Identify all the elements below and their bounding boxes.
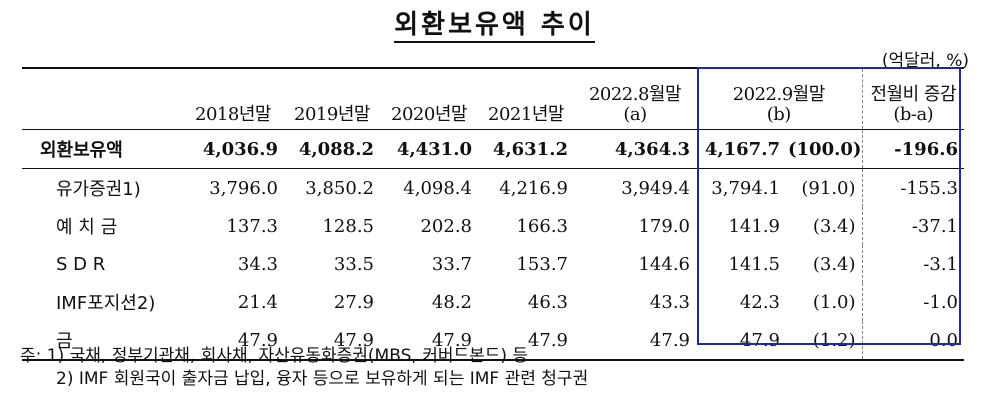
table-cell: -3.1 [861,245,965,283]
table-cell: 3,796.0 [209,177,278,199]
row-label: 외환보유액 [22,129,182,169]
table-cell: 141.9 [728,215,780,237]
table-cell: 202.8 [420,215,472,237]
table-cell: 0.0 [861,321,965,361]
table-cell: 4,364.3 [574,129,696,169]
table-cell: 137.3 [226,215,278,237]
table-cell: 179.0 [638,215,690,237]
table-cell: 128.5 [322,215,374,237]
table-row: 예 치 금 137.3 128.5 202.8 166.3 179.0 141.9 (3.4)… [22,207,965,245]
table-cell: (3.4) [812,253,856,275]
table-cell: 47.9 [182,321,284,361]
table-cell: 4,631.2 [478,129,574,169]
row-label: 금 [22,321,182,361]
row-label: 예 치 금 [56,217,118,238]
table-row: 외환보유액 4,036.9 4,088.2 4,431.0 4,631.2 4,364.3… [22,129,965,169]
header-corner [22,68,182,130]
table-cell: 141.5 [728,253,780,275]
table-cell: 4,036.9 [182,129,284,169]
table-row: IMF포지션2) 21.4 27.9 48.2 46.3 43.3 42.3 (1.0) -1.… [22,283,965,321]
table-cell: 47.9 [574,321,696,361]
table-cell: 27.9 [333,291,374,313]
table-row: 유가증권1) 3,796.0 3,850.2 4,098.4 4,216.9 3,949.… [22,168,965,207]
title-text: 외환보유액 추이 [394,10,595,43]
column-header: 2020년말 [391,104,467,125]
table-cell: 33.7 [431,253,472,275]
column-header: 2022.9월말 (b) [732,84,826,125]
table-cell: -196.6 [861,129,965,169]
table-cell: 3,850.2 [305,177,374,199]
table-cell: (1.2) [782,321,863,361]
table-cell: 47.9 [284,321,380,361]
column-header: 2018년말 [195,104,271,125]
table-cell: 48.2 [431,291,472,313]
table-header: 2018년말 2019년말 2020년말 2021년말 2022.8월말 (a) 2022.… [22,68,965,130]
table-cell: (1.0) [812,291,856,313]
document-title: 외환보유액 추이 [0,4,989,43]
table-cell: 153.7 [516,253,568,275]
table-cell: 42.3 [739,291,780,313]
table-cell: 47.9 [478,321,574,361]
row-label: S D R [56,253,106,275]
column-header: 2022.8월말 (a) [588,84,682,125]
table-cell: (100.0) [782,129,863,169]
table-cell: 43.3 [649,291,690,313]
unit-label: (억달러, %) [881,51,969,71]
footnote-1: 주: 1) 국채, 정부기관채, 회사채, 자산유동화증권(MBS, 커버드본드… [20,346,529,366]
table-body: 외환보유액 4,036.9 4,088.2 4,431.0 4,631.2 4,364.3… [22,129,965,361]
table-cell: 3,949.4 [621,177,690,199]
footnote-2: 2) IMF 회원국이 출자금 납입, 융자 등으로 보유하게 되는 IMF 관… [56,369,589,389]
table-cell: 4,431.0 [380,129,478,169]
table-cell: 4,088.2 [284,129,380,169]
table-row: 금 47.9 47.9 47.9 47.9 47.9 47.9 (1.2) 0.0 [22,321,965,361]
column-header: 전월비 증감 (b-a) [861,68,965,130]
column-header: 2021년말 [488,104,564,125]
footnotes: 주: 1) 국채, 정부기관채, 회사채, 자산유동화증권(MBS, 커버드본드… [20,345,588,391]
table-cell: 4,167.7 [696,129,782,169]
table-cell: 4,216.9 [499,177,568,199]
row-label: IMF포지션2) [56,293,156,314]
table-cell: 4,098.4 [403,177,472,199]
reserves-table: 2018년말 2019년말 2020년말 2021년말 2022.8월말 (a) 2022.… [22,67,965,361]
row-label: 유가증권1) [56,179,141,200]
table-cell: -1.0 [861,283,965,321]
table-row: S D R 34.3 33.5 33.7 153.7 144.6 141.5 (3.4) -3.… [22,245,965,283]
table-cell: 46.3 [527,291,568,313]
header-row: 2018년말 2019년말 2020년말 2021년말 2022.8월말 (a) 2022.… [22,68,965,130]
table-cell: 21.4 [237,291,278,313]
table-cell: -155.3 [861,168,965,207]
table-cell: 34.3 [237,253,278,275]
table-cell: (91.0) [801,177,856,199]
column-header: 2019년말 [294,104,370,125]
table-cell: 47.9 [696,321,782,361]
table-cell: -37.1 [861,207,965,245]
table-cell: 144.6 [638,253,690,275]
table-cell: 33.5 [333,253,374,275]
table-cell: (3.4) [812,215,856,237]
table-cell: 166.3 [516,215,568,237]
table-cell: 3,794.1 [711,177,780,199]
table-cell: 47.9 [380,321,478,361]
